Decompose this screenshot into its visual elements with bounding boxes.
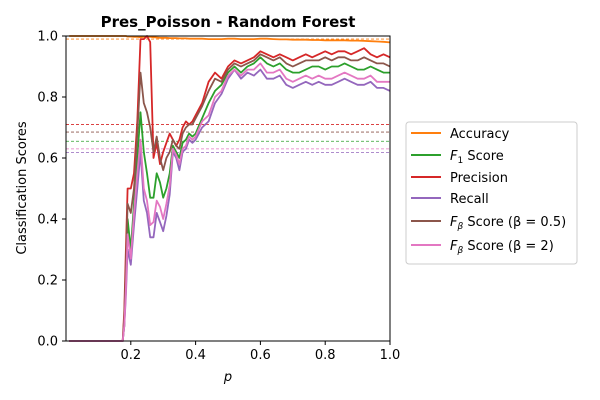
- y-axis-ticks: 0.0 0.2 0.4 0.6 0.8 1.0: [37, 30, 66, 350]
- series-line-1: [69, 56, 390, 342]
- legend-fbeta2-sub: β: [456, 246, 463, 256]
- legend-label-precision: Precision: [450, 171, 508, 186]
- legend-f1-sub: 1: [457, 156, 463, 166]
- series-line-3: [69, 68, 391, 342]
- legend-frame: [405, 121, 578, 265]
- series-line-0: [69, 35, 391, 44]
- legend-fbeta05-prefix: F: [450, 215, 458, 230]
- legend-label-fbeta-2: Fβ Score (β = 2): [450, 239, 554, 256]
- series-line-4: [69, 53, 391, 342]
- x-tick-label-0: 0.2: [120, 348, 141, 363]
- y-axis-label: Classification Scores: [15, 121, 30, 255]
- x-tick-label-4: 1.0: [380, 348, 401, 363]
- legend-label-fbeta-05: Fβ Score (β = 0.5): [450, 215, 566, 232]
- x-axis-ticks: 0.2 0.4 0.6 0.8 1.0: [120, 341, 400, 363]
- legend-f1-suffix: Score: [463, 149, 504, 164]
- y-tick-label-4: 0.8: [37, 91, 58, 106]
- y-tick-label-3: 0.6: [37, 152, 58, 167]
- legend-fbeta2-prefix: F: [450, 239, 458, 254]
- legend-f1-prefix: F: [450, 149, 458, 164]
- legend-fbeta2-suffix: Score (β = 2): [463, 239, 554, 254]
- x-axis-label: p: [223, 370, 232, 385]
- series-lines: [69, 35, 391, 342]
- y-tick-label-1: 0.2: [37, 274, 58, 289]
- legend-label-f1: F1 Score: [450, 149, 504, 166]
- legend-fbeta05-suffix: Score (β = 0.5): [463, 215, 566, 230]
- legend-label-accuracy: Accuracy: [450, 127, 510, 142]
- legend-label-recall: Recall: [450, 192, 489, 207]
- y-tick-label-2: 0.4: [37, 213, 58, 228]
- x-tick-label-1: 0.4: [185, 348, 206, 363]
- x-tick-label-2: 0.6: [250, 348, 271, 363]
- axes-frame: [65, 35, 391, 342]
- y-tick-label-0: 0.0: [37, 335, 58, 350]
- legend: Accuracy F1 Score Precision Recall Fβ Sc…: [405, 121, 578, 265]
- y-tick-label-5: 1.0: [37, 30, 58, 45]
- series-line-5: [69, 62, 390, 342]
- chart-title: Pres_Poisson - Random Forest: [101, 13, 356, 31]
- x-tick-label-3: 0.8: [315, 348, 336, 363]
- legend-fbeta05-sub: β: [456, 222, 463, 232]
- plot-area: 0.2 0.4 0.6 0.8 1.0 0.0 0.2 0.4 0.6 0.8 1.0: [37, 30, 400, 364]
